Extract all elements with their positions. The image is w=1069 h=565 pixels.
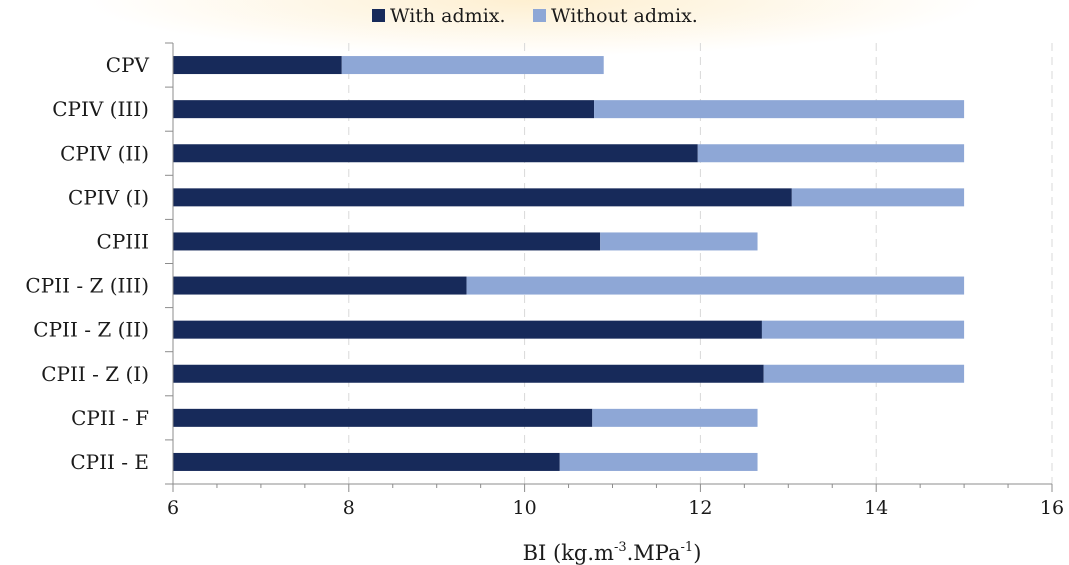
x-axis-title-mid: .MPa xyxy=(627,541,681,565)
bar-without-admix xyxy=(466,276,965,295)
bar-without-admix xyxy=(341,56,604,75)
category-label: CPIV (II) xyxy=(60,141,149,165)
category-label: CPIII xyxy=(97,229,149,253)
bar-without-admix xyxy=(592,408,758,427)
bar-with-admix xyxy=(173,144,698,163)
bar-without-admix xyxy=(763,364,965,383)
category-label: CPV xyxy=(106,53,150,77)
legend-swatch-without-admix xyxy=(533,9,546,22)
category-label: CPIV (I) xyxy=(68,185,149,209)
bar-with-admix xyxy=(173,408,593,427)
bar-without-admix xyxy=(761,320,965,339)
x-tick-label-16: 16 xyxy=(1040,497,1064,519)
x-axis-title-end: ) xyxy=(693,541,701,565)
x-axis-title-main: BI (kg.m xyxy=(523,541,614,565)
bar-with-admix xyxy=(173,452,560,471)
x-tick-label-8: 8 xyxy=(343,497,355,519)
bar-without-admix xyxy=(594,100,965,119)
bar-with-admix xyxy=(173,276,467,295)
x-tick-label-12: 12 xyxy=(688,497,712,519)
category-label: CPII - Z (II) xyxy=(33,318,149,342)
bar-with-admix xyxy=(173,100,595,119)
x-tick-label-6: 6 xyxy=(167,497,179,519)
category-label: CPII - Z (III) xyxy=(25,274,149,298)
category-label: CPII - F xyxy=(71,406,149,430)
bar-without-admix xyxy=(600,232,758,251)
bar-with-admix xyxy=(173,364,764,383)
legend: With admix. Without admix. xyxy=(372,5,698,27)
category-label: CPIV (III) xyxy=(52,97,149,121)
x-tick-label-10: 10 xyxy=(513,497,537,519)
bar-without-admix xyxy=(559,452,758,471)
bar-with-admix xyxy=(173,320,762,339)
category-label: CPII - Z (I) xyxy=(41,362,149,386)
x-axis-title: BI (kg.m-3.MPa-1) xyxy=(523,540,702,565)
category-label: CPII - E xyxy=(70,450,149,474)
x-axis-title-sup2: -1 xyxy=(681,540,694,555)
bar-without-admix xyxy=(697,144,965,163)
category-labels: CPII - E CPII - F CPII - Z (I) CPII - Z (II… xyxy=(25,53,149,474)
bar-with-admix xyxy=(173,232,601,251)
axes: 6 8 10 12 14 16 xyxy=(165,42,1064,519)
legend-label-with-admix: With admix. xyxy=(390,5,506,27)
bar-with-admix xyxy=(173,56,342,75)
bar-without-admix xyxy=(791,188,965,207)
x-tick-label-14: 14 xyxy=(864,497,888,519)
legend-swatch-with-admix xyxy=(372,9,385,22)
x-axis-title-sup1: -3 xyxy=(614,540,627,555)
bars xyxy=(173,56,965,471)
bar-with-admix xyxy=(173,188,792,207)
legend-label-without-admix: Without admix. xyxy=(551,5,698,27)
